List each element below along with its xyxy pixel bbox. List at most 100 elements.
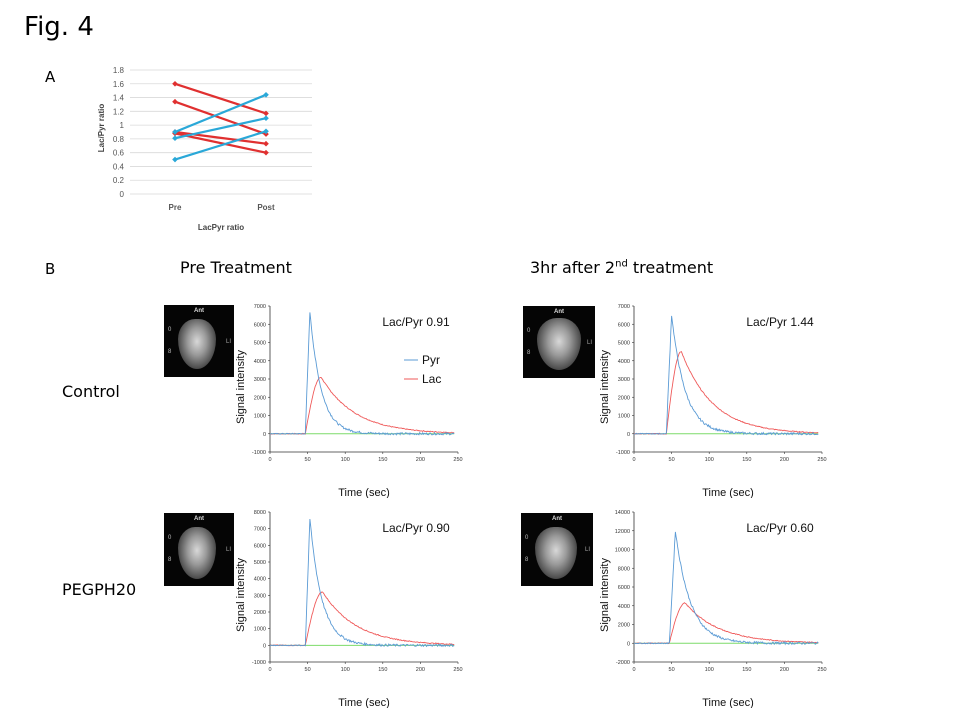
lac-pyr-ratio-label: Lac/Pyr 0.91 (382, 315, 450, 329)
y-tick-label: 0 (263, 643, 266, 649)
row-label-pegph20: PEGPH20 (62, 580, 137, 599)
x-axis-label: Time (sec) (338, 697, 390, 708)
chart-a-series-line (174, 117, 267, 140)
chart-a-point (172, 98, 178, 105)
y-tick-label: 5000 (254, 560, 266, 566)
y-axis-label: Signal intensity (235, 350, 247, 424)
y-tick-label: 0 (627, 432, 630, 438)
x-tick-label: 150 (742, 667, 751, 673)
chart-a-ytick-label: 1.8 (113, 66, 125, 75)
x-axis-label: Time (sec) (702, 697, 754, 708)
y-tick-label: 6000 (618, 585, 630, 591)
y-tick-label: 8000 (618, 566, 630, 572)
y-axis-label: Signal intensity (599, 350, 611, 424)
chart-a-point (263, 91, 269, 98)
x-tick-label: 100 (341, 457, 350, 463)
x-tick-label: 200 (416, 457, 425, 463)
y-tick-label: 2000 (618, 395, 630, 401)
x-tick-label: 100 (705, 667, 714, 673)
x-tick-label: 0 (632, 457, 635, 463)
x-axis-label: Time (sec) (702, 487, 754, 498)
chart-a-ytick-label: 1.6 (113, 80, 125, 89)
chart-a-ytick-label: 0.6 (113, 149, 125, 158)
lac-pyr-ratio-label: Lac/Pyr 1.44 (746, 315, 814, 329)
x-tick-label: 0 (268, 457, 271, 463)
x-tick-label: 250 (817, 667, 826, 673)
x-tick-label: 200 (780, 667, 789, 673)
figure-title: Fig. 4 (24, 12, 94, 42)
x-tick-label: 0 (632, 667, 635, 673)
row-label-control: Control (62, 382, 120, 401)
y-tick-label: 5000 (254, 341, 266, 347)
y-tick-label: 0 (627, 641, 630, 647)
chart-a-ytick-label: 0.4 (113, 162, 125, 171)
x-tick-label: 50 (305, 457, 311, 463)
y-tick-label: -1000 (616, 450, 630, 456)
chart-a-ytick-label: 1.2 (113, 107, 125, 116)
x-tick-label: 0 (268, 667, 271, 673)
y-tick-label: 4000 (254, 359, 266, 365)
y-tick-label: 1000 (254, 627, 266, 633)
chart-a-series-line (174, 100, 267, 136)
col-title-post: 3hr after 2nd treatment (530, 258, 714, 277)
y-tick-label: 3000 (254, 377, 266, 383)
x-tick-label: 200 (780, 457, 789, 463)
y-tick-label: 2000 (254, 610, 266, 616)
y-tick-label: 1000 (254, 414, 266, 420)
y-tick-label: 6000 (254, 543, 266, 549)
x-tick-label: 150 (378, 457, 387, 463)
y-tick-label: 8000 (254, 510, 266, 516)
y-axis-label: Signal intensity (235, 558, 247, 632)
chart-a-ytick-label: 1.4 (113, 94, 125, 103)
chart-a-ytick-label: 0 (120, 190, 125, 199)
chart-a-xtick-label: Post (257, 203, 275, 212)
y-tick-label: 14000 (615, 510, 630, 516)
chart-a-xtick-label: Pre (169, 203, 182, 212)
pyr-series-line (269, 312, 455, 436)
lac-series-line (633, 350, 819, 435)
lac-series-line (269, 591, 455, 647)
chart-a-point (263, 140, 269, 147)
y-tick-label: 4000 (618, 604, 630, 610)
panel-b-label: B (45, 260, 56, 278)
y-tick-label: 7000 (254, 304, 266, 310)
y-tick-label: 1000 (618, 414, 630, 420)
chart-a-point (172, 135, 178, 142)
chart-a-point (172, 129, 178, 135)
y-tick-label: 6000 (254, 322, 266, 328)
chart-a-ytick-label: 1 (120, 121, 125, 130)
chart-a-ylabel: Lac/Pyr ratio (97, 104, 106, 153)
col-title-pre: Pre Treatment (180, 258, 292, 277)
pyr-series-line (633, 531, 819, 646)
pyr-series-line (633, 315, 819, 436)
x-tick-label: 250 (453, 667, 462, 673)
y-tick-label: 10000 (615, 548, 630, 554)
y-tick-label: 4000 (618, 359, 630, 365)
x-tick-label: 50 (669, 667, 675, 673)
x-tick-label: 50 (305, 667, 311, 673)
x-tick-label: 100 (341, 667, 350, 673)
chart-a-series-line (174, 130, 267, 161)
chart-a-xlabel: LacPyr ratio (198, 223, 244, 232)
x-axis-label: Time (sec) (338, 487, 390, 498)
y-tick-label: 7000 (254, 527, 266, 533)
x-tick-label: 50 (669, 457, 675, 463)
chart-a-series-line (174, 93, 267, 134)
y-tick-label: 2000 (618, 623, 630, 629)
x-tick-label: 100 (705, 457, 714, 463)
y-tick-label: 3000 (618, 377, 630, 383)
y-tick-label: 0 (263, 432, 266, 438)
lac-series-line (633, 602, 819, 645)
chart-a-point (263, 128, 269, 135)
y-tick-label: -2000 (616, 660, 630, 666)
pyr-series-line (269, 518, 455, 648)
lac-pyr-ratio-label: Lac/Pyr 0.90 (382, 521, 450, 535)
y-tick-label: -1000 (252, 660, 266, 666)
lac-pyr-ratio-label: Lac/Pyr 0.60 (746, 521, 814, 535)
